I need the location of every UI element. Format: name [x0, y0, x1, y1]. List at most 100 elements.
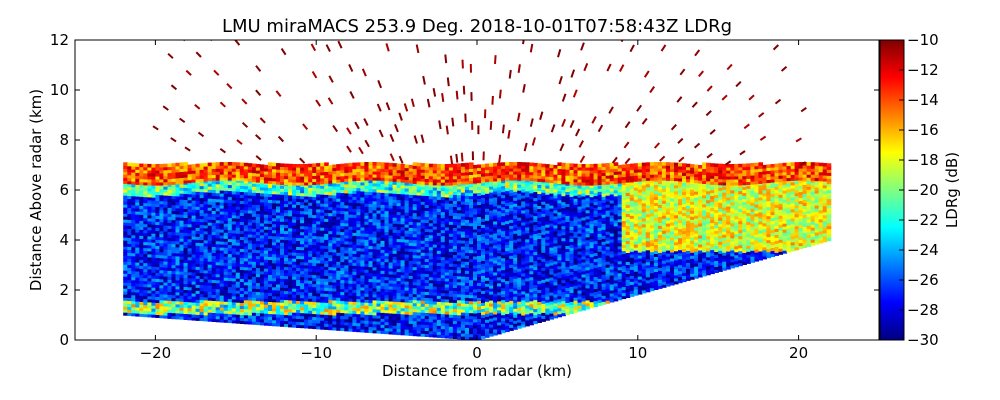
melting-layer-cell: [179, 171, 185, 175]
melting-layer-cell: [288, 172, 293, 177]
melting-layer-cell: [452, 172, 458, 177]
ldr-cell: [187, 307, 193, 312]
ldr-cell: [211, 270, 217, 274]
ldr-cell: [259, 192, 265, 197]
ldr-cell: [320, 311, 325, 315]
melting-layer-cell: [183, 177, 189, 181]
ldr-cell: [195, 221, 201, 225]
ldr-cell: [396, 190, 402, 195]
ldr-cell: [356, 259, 361, 264]
ldr-cell: [312, 184, 317, 189]
ldr-cell: [469, 321, 474, 326]
ldr-cell: [460, 246, 466, 250]
melting-layer-cell: [171, 163, 177, 167]
melting-layer-cell: [308, 178, 313, 183]
ldr-cell: [263, 190, 269, 194]
ldr-cell: [400, 283, 406, 288]
ldr-cell: [203, 257, 209, 262]
ldr-cell: [400, 253, 406, 258]
ldr-cell: [348, 238, 353, 242]
ldr-cell: [155, 302, 160, 306]
ldr-cell: [187, 199, 193, 204]
ldr-cell: [464, 261, 470, 265]
ldr-cell: [404, 245, 410, 249]
ldr-cell: [207, 207, 213, 211]
ldr-cell: [296, 282, 301, 286]
ldr-cell: [328, 218, 333, 223]
ldr-cell: [348, 322, 353, 326]
ldr-cell: [127, 306, 132, 310]
ldr-cell: [167, 246, 173, 250]
ldr-cell: [312, 229, 317, 234]
ldr-cell: [247, 284, 253, 289]
ldr-cell: [296, 264, 301, 268]
ldr-cell: [276, 262, 281, 267]
ldr-cell: [436, 319, 442, 323]
ldr-cell: [408, 305, 414, 309]
ldr-cell: [404, 317, 410, 321]
ldr-cell: [223, 292, 229, 296]
ldr-cell: [473, 327, 478, 332]
ldr-cell: [199, 194, 205, 199]
ldr-cell: [408, 266, 414, 270]
ldr-cell: [424, 303, 430, 307]
ldr-cell: [320, 308, 325, 312]
ldr-cell: [239, 284, 245, 288]
ldr-cell: [440, 265, 446, 270]
ldr-cell: [312, 274, 317, 279]
ldr-cell: [372, 296, 378, 301]
ldr-cell: [473, 312, 478, 317]
melting-layer-cell: [469, 177, 474, 181]
ldr-cell: [288, 305, 293, 310]
ldr-cell: [259, 186, 265, 191]
ldr-cell: [384, 273, 390, 278]
ldr-cell: [179, 301, 185, 305]
ldr-cell: [388, 312, 394, 317]
ldr-cell: [231, 193, 237, 198]
ldr-cell: [167, 276, 173, 280]
melting-layer-cell: [263, 179, 269, 184]
ldr-cell: [263, 193, 269, 197]
ldr-cell: [396, 217, 402, 222]
ldr-cell: [127, 246, 132, 250]
ldr-cell: [139, 277, 144, 281]
ldr-cell: [135, 286, 140, 290]
ldr-cell: [428, 273, 434, 278]
ldr-cell: [308, 196, 313, 200]
melting-layer-cell: [416, 168, 422, 173]
ldr-cell: [223, 196, 229, 200]
ldr-cell: [247, 296, 253, 301]
ldr-cell: [251, 243, 257, 247]
ldr-cell: [408, 257, 414, 261]
ldr-cell: [296, 270, 301, 274]
ldr-cell: [384, 225, 390, 230]
ldr-cell: [259, 279, 265, 284]
ldr-cell: [368, 230, 374, 235]
ldr-cell: [392, 187, 398, 191]
ldr-cell: [460, 291, 466, 295]
ldr-cell: [255, 201, 261, 206]
ldr-cell: [251, 258, 257, 262]
ldr-cell: [416, 302, 422, 307]
ldr-cell: [304, 303, 309, 308]
ldr-cell: [440, 259, 446, 264]
ldr-cell: [372, 263, 378, 268]
ldr-cell: [263, 286, 269, 290]
ldr-cell: [340, 216, 345, 221]
ldr-cell: [469, 210, 474, 215]
ldr-cell: [356, 241, 361, 246]
ldr-cell: [243, 212, 249, 217]
melting-layer-cell: [255, 179, 261, 183]
ldr-cell: [412, 266, 418, 271]
ldr-cell: [187, 316, 193, 321]
ldr-cell: [191, 254, 197, 258]
ldr-cell: [223, 259, 229, 263]
ldr-cell: [448, 311, 454, 315]
melting-layer-cell: [163, 175, 168, 180]
ldr-cell: [485, 322, 490, 326]
ldr-cell: [368, 179, 374, 184]
ldr-cell: [456, 305, 462, 310]
ldr-cell: [477, 279, 482, 283]
ldr-cell: [436, 250, 442, 254]
ldr-cell: [324, 230, 329, 234]
